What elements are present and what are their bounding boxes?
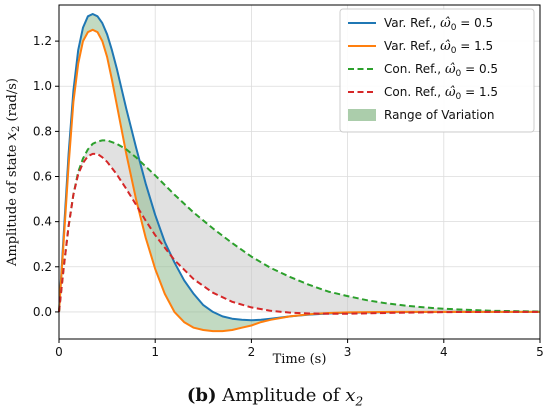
x-tick-label-0: 0 (55, 345, 63, 359)
x-tick-label-2: 2 (248, 345, 256, 359)
legend-equals-1: = (456, 39, 474, 53)
y-axis-label-suffix: (rad/s) (5, 78, 20, 126)
legend-label-3: Con. Ref., ω̂0 = 1.5 (384, 85, 498, 102)
legend-label-prefix-0: Var. Ref., (384, 16, 440, 30)
plot-area: 0 1 2 3 4 5 0.0 0.2 0.4 0.6 0.8 1.0 1.2 Time (s) Ampli… (2, 4, 544, 367)
y-axis-label-sub: 2 (11, 126, 22, 132)
series-line-3 (58, 152, 540, 315)
y-tick-label-0: 0.0 (33, 305, 52, 319)
legend-label-0: Var. Ref., ω̂0 = 0.5 (384, 16, 493, 33)
legend-equals-3: = (461, 85, 479, 99)
legend-equals-2: = (461, 62, 479, 76)
chart-figure: 0 1 2 3 4 5 0.0 0.2 0.4 0.6 0.8 1.0 1.2 Time (s) Ampli… (2, 4, 544, 367)
legend-omega-3: ω̂ (445, 85, 456, 100)
y-tick-label-3: 0.6 (33, 170, 52, 184)
x-axis-label: Time (s) (273, 352, 327, 367)
y-axis-label-var: x (2, 131, 20, 140)
caption-label: (b) (186, 385, 217, 406)
legend-label-1: Var. Ref., ω̂0 = 1.5 (384, 39, 493, 56)
legend-param-2: 0.5 (479, 62, 498, 76)
legend-omega-sub-3: 0 (456, 92, 462, 102)
legend-omega-1: ω̂ (440, 39, 451, 54)
y-tick-label-5: 1.0 (33, 79, 52, 93)
y-tick-label-1: 0.2 (33, 260, 52, 274)
legend-label-2: Con. Ref., ω̂0 = 0.5 (384, 62, 498, 79)
y-tick-label-4: 0.8 (33, 124, 52, 138)
legend-param-3: 1.5 (479, 85, 498, 99)
caption-sub: 2 (355, 394, 364, 409)
legend-label-prefix-3: Con. Ref., (384, 85, 445, 99)
legend-omega-sub-1: 0 (451, 46, 457, 56)
legend-label-prefix-2: Con. Ref., (384, 62, 445, 76)
legend-omega-0: ω̂ (440, 16, 451, 31)
legend-equals-0: = (456, 16, 474, 30)
x-tick-label-4: 4 (440, 345, 448, 359)
axes-frame (58, 4, 541, 340)
legend-label-prefix-1: Var. Ref., (384, 39, 440, 53)
legend-param-1: 1.5 (474, 39, 493, 53)
y-tick-label-6: 1.2 (33, 34, 52, 48)
legend-box (339, 8, 535, 133)
legend-omega-2: ω̂ (445, 62, 456, 77)
y-tick-label-2: 0.4 (33, 215, 52, 229)
legend-omega-sub-0: 0 (451, 23, 457, 33)
caption-text: Amplitude of (216, 385, 346, 406)
x-tick-label-3: 3 (344, 345, 352, 359)
series-line-2 (58, 139, 541, 313)
legend-label-range: Range of Variation (384, 108, 494, 122)
legend-swatch-range (348, 109, 376, 121)
y-axis-label-prefix: Amplitude of state (5, 140, 20, 267)
range-fill-var-ref (59, 14, 540, 332)
y-axis-label: Amplitude of state x2 (rad/s) (2, 78, 22, 267)
x-tick-label-5: 5 (536, 345, 544, 359)
legend-omega-sub-2: 0 (456, 69, 462, 79)
figure-caption: (b) Amplitude of x2 (0, 385, 550, 409)
caption-var: x (345, 385, 356, 406)
legend-param-0: 0.5 (474, 16, 493, 30)
x-tick-label-1: 1 (151, 345, 159, 359)
